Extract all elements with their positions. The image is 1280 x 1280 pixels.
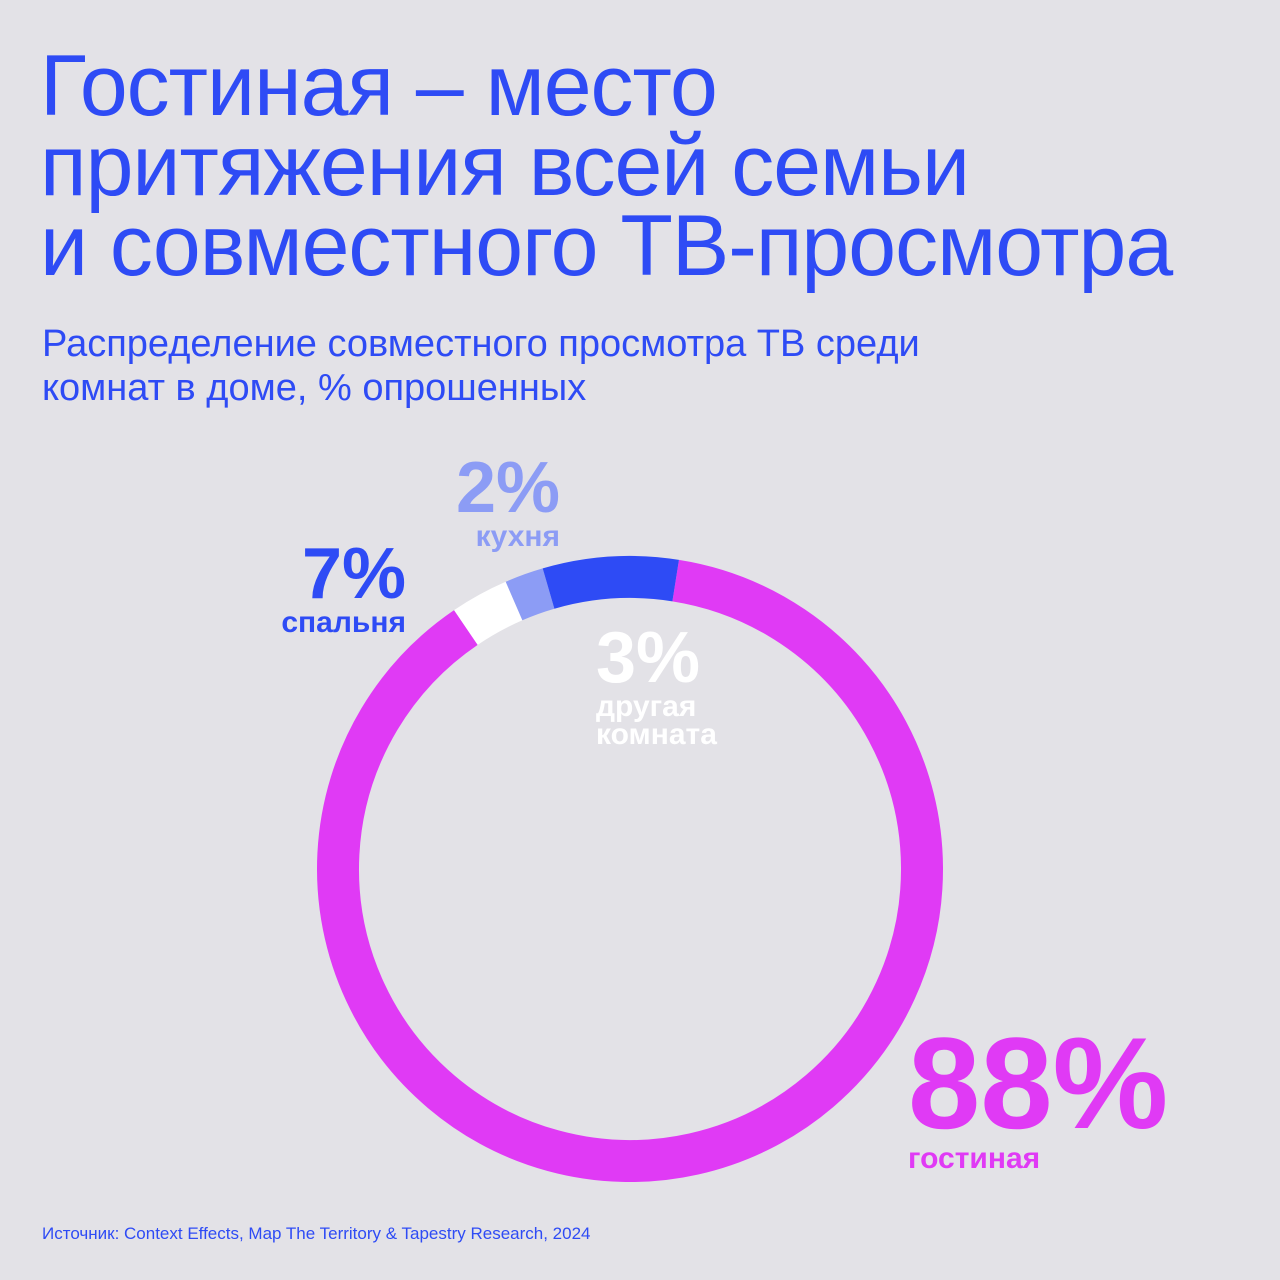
label-bedroom-value: 7%	[301, 534, 406, 614]
label-living-room-name: гостиная	[908, 1142, 1041, 1175]
subtitle-line-1: Распределение совместного просмотра ТВ с…	[42, 323, 920, 365]
label-living-room-value: 88%	[908, 1010, 1169, 1156]
chart-subtitle: Распределение совместного просмотра ТВ с…	[42, 322, 1242, 410]
label-kitchen-name: кухня	[475, 520, 560, 553]
label-kitchen-value: 2%	[455, 448, 560, 528]
donut-segment-2	[454, 581, 523, 646]
label-other-room-name-line-1: другая	[596, 690, 697, 723]
title-line-3: и совместного ТВ-просмотра	[40, 198, 1173, 294]
label-other-room-value: 3%	[596, 618, 701, 698]
source-note: Источник: Context Effects, Map The Terri…	[42, 1224, 591, 1243]
label-other-room-name-line-2: комната	[596, 718, 717, 751]
label-bedroom-name: спальня	[281, 606, 406, 639]
donut-segment-3	[505, 568, 555, 621]
subtitle-line-2: комнат в доме, % опрошенных	[42, 367, 587, 409]
label-other-room: 3% другая комната	[596, 622, 796, 750]
label-living-room: 88% гостиная	[908, 1018, 1188, 1174]
title-line-2: притяжения всей семьи	[40, 118, 970, 214]
donut-segment-4	[542, 556, 679, 609]
donut-segment-1	[317, 559, 943, 1182]
title-line-1: Гостиная – место	[40, 38, 718, 134]
page-title: Гостиная – место притяжения всей семьи и…	[40, 38, 1260, 294]
label-bedroom: 7% спальня	[230, 538, 406, 638]
label-kitchen: 2% кухня	[420, 452, 560, 552]
